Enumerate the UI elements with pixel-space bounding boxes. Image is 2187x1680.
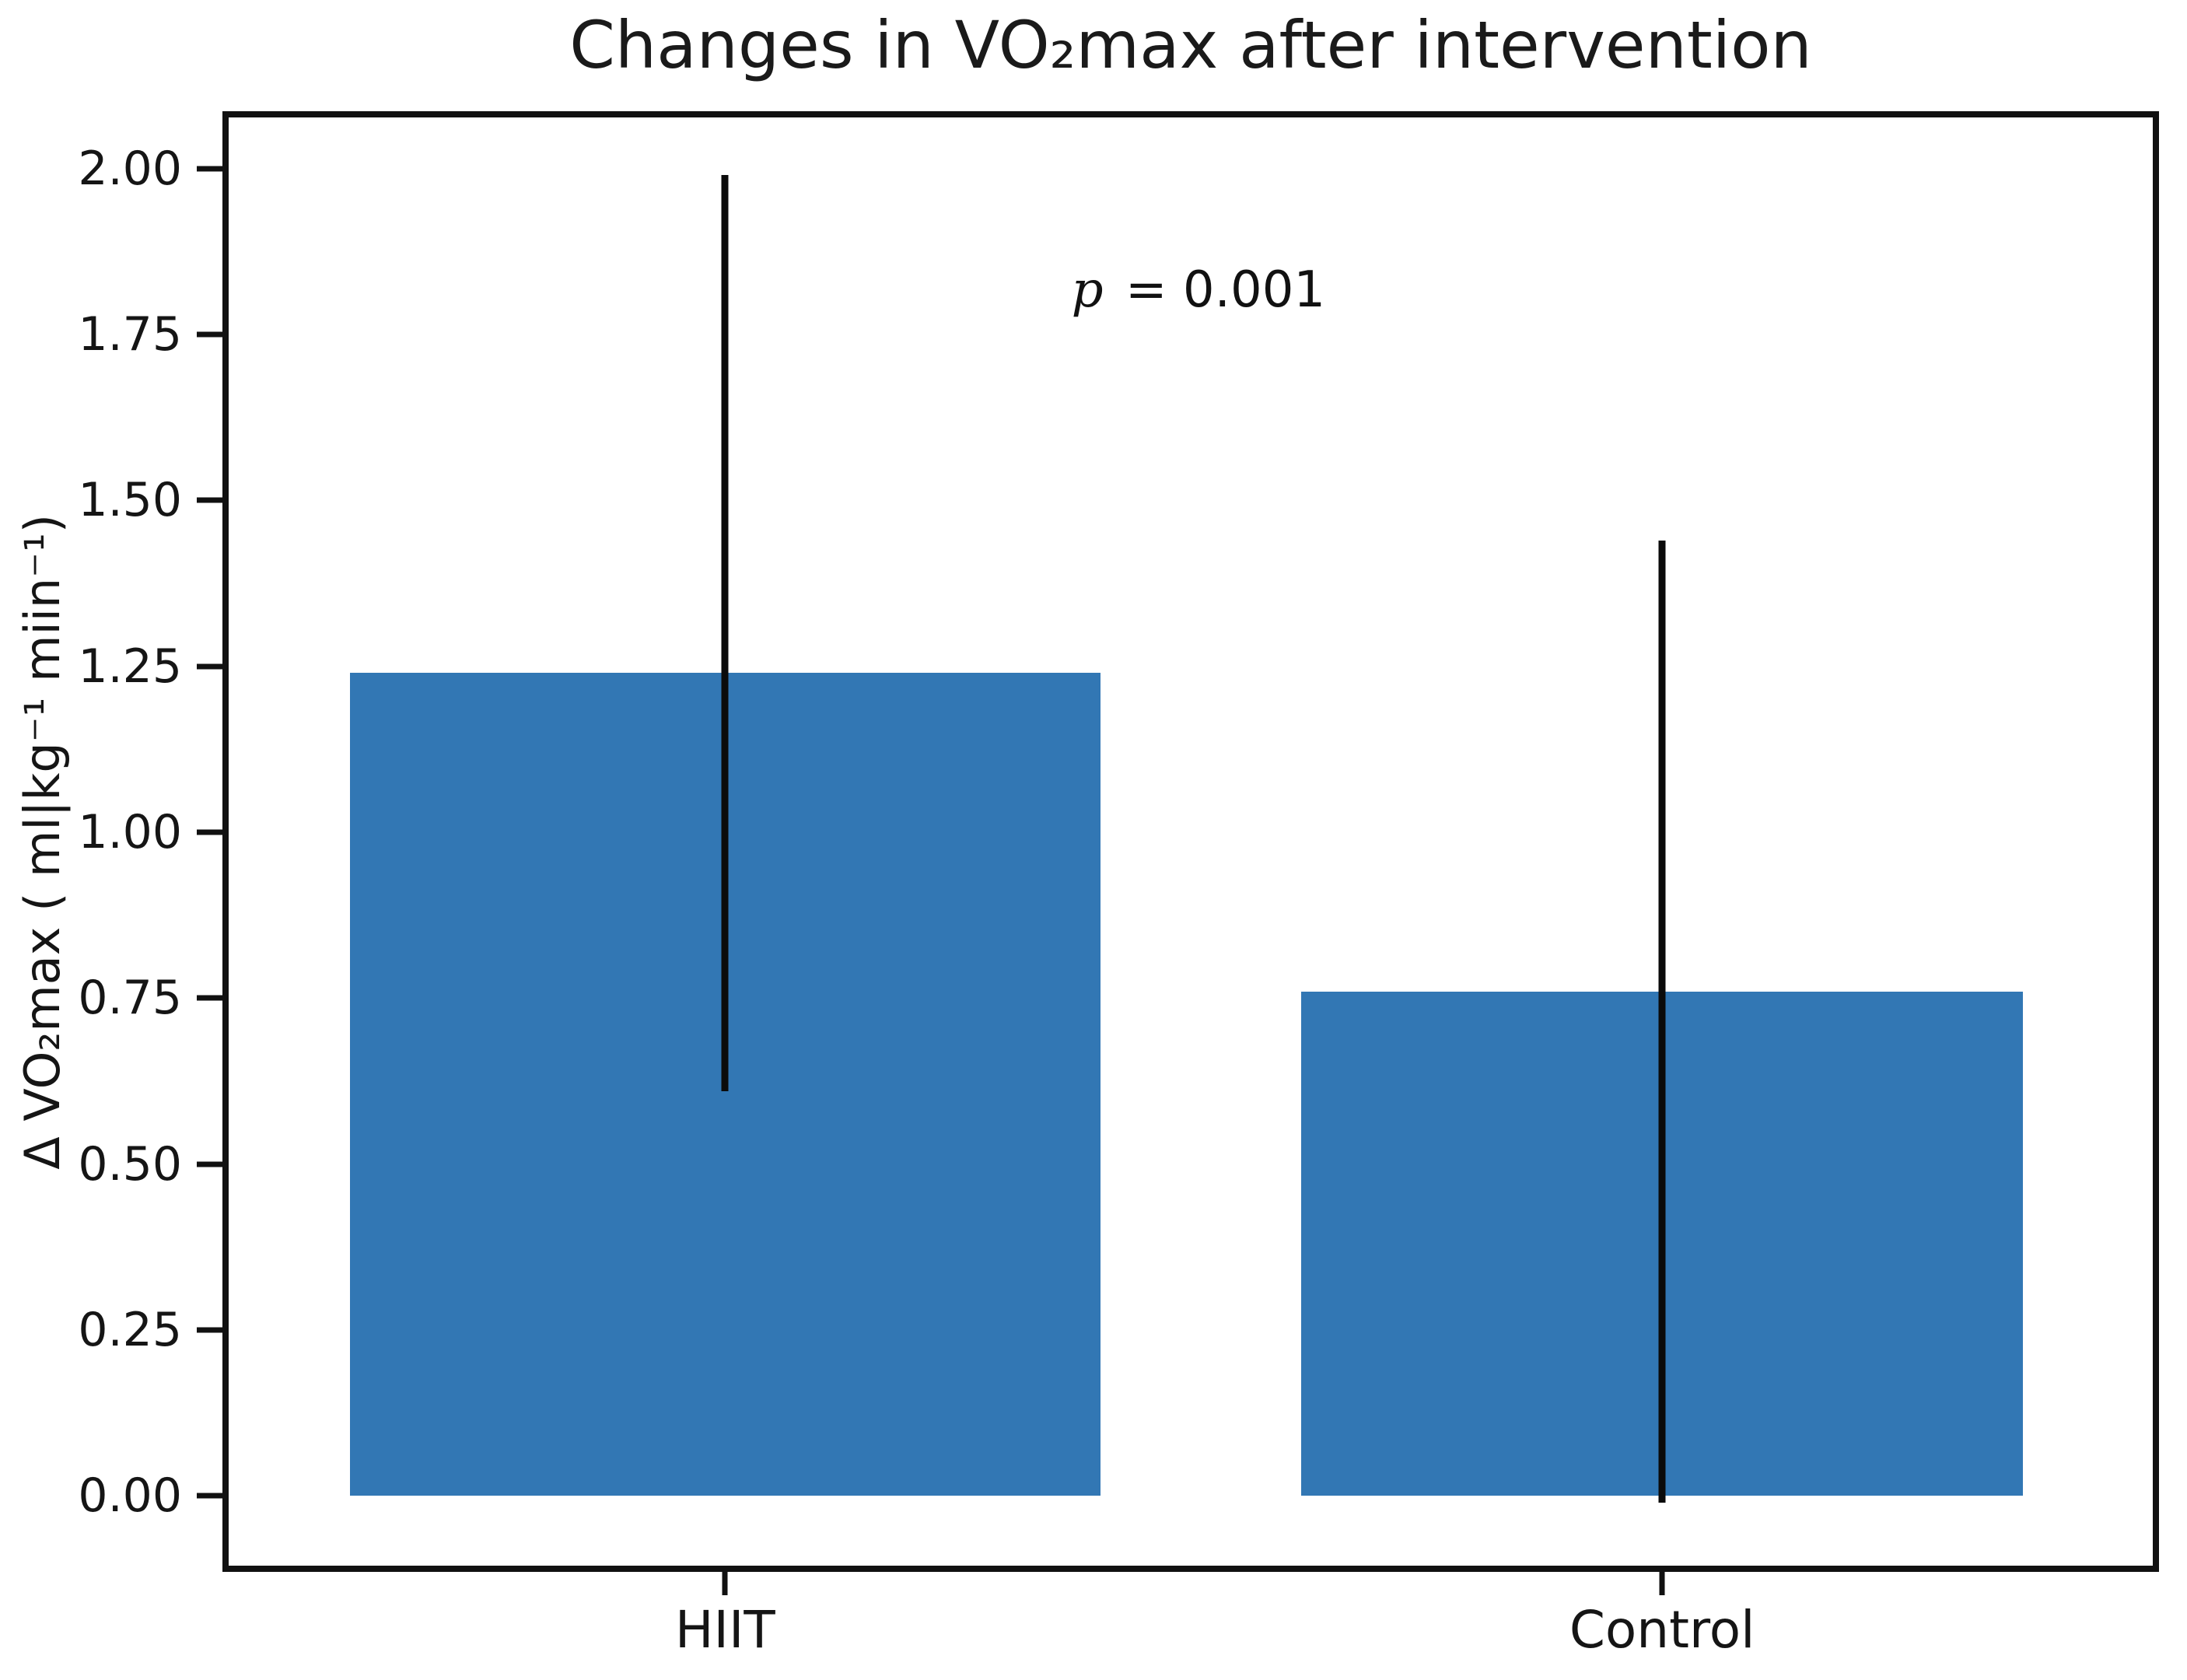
y-tick-mark [197,1327,222,1333]
x-tick-mark [1659,1572,1665,1595]
y-tick-mark [197,1493,222,1499]
p-value-annotation: p = 0.001 [1072,261,1326,319]
y-tick-label: 1.00 [78,805,182,860]
p-symbol: p [1071,261,1104,319]
y-tick-label: 0.25 [78,1303,182,1358]
y-tick-label: 0.00 [78,1468,182,1524]
y-tick-mark [197,331,222,338]
x-tick-label: HIIT [674,1600,775,1660]
plot-area: p = 0.001 0.00 0.25 0.50 0.75 1.00 1.25 1.50 1.… [78,111,2159,1656]
y-tick-label: 1.25 [78,639,182,694]
y-tick-label: 0.75 [78,971,182,1026]
y-tick-label: 1.75 [78,307,182,362]
error-bar-hiit [721,175,729,1091]
y-tick-mark [197,995,222,1001]
y-tick-mark [197,1161,222,1167]
error-bar-control [1658,540,1666,1503]
y-tick-mark [197,663,222,670]
y-tick-label: 2.00 [78,141,182,196]
p-value-text: = 0.001 [1109,261,1326,319]
y-tick-mark [197,497,222,503]
chart-title: Changes in VO₂max after intervention [569,7,1812,83]
x-tick-mark [722,1572,728,1595]
y-tick-label: 1.50 [78,473,182,528]
x-tick-label: Control [1569,1600,1755,1660]
y-tick-mark [197,166,222,172]
y-tick-mark [197,829,222,835]
y-tick-label: 0.50 [78,1136,182,1192]
